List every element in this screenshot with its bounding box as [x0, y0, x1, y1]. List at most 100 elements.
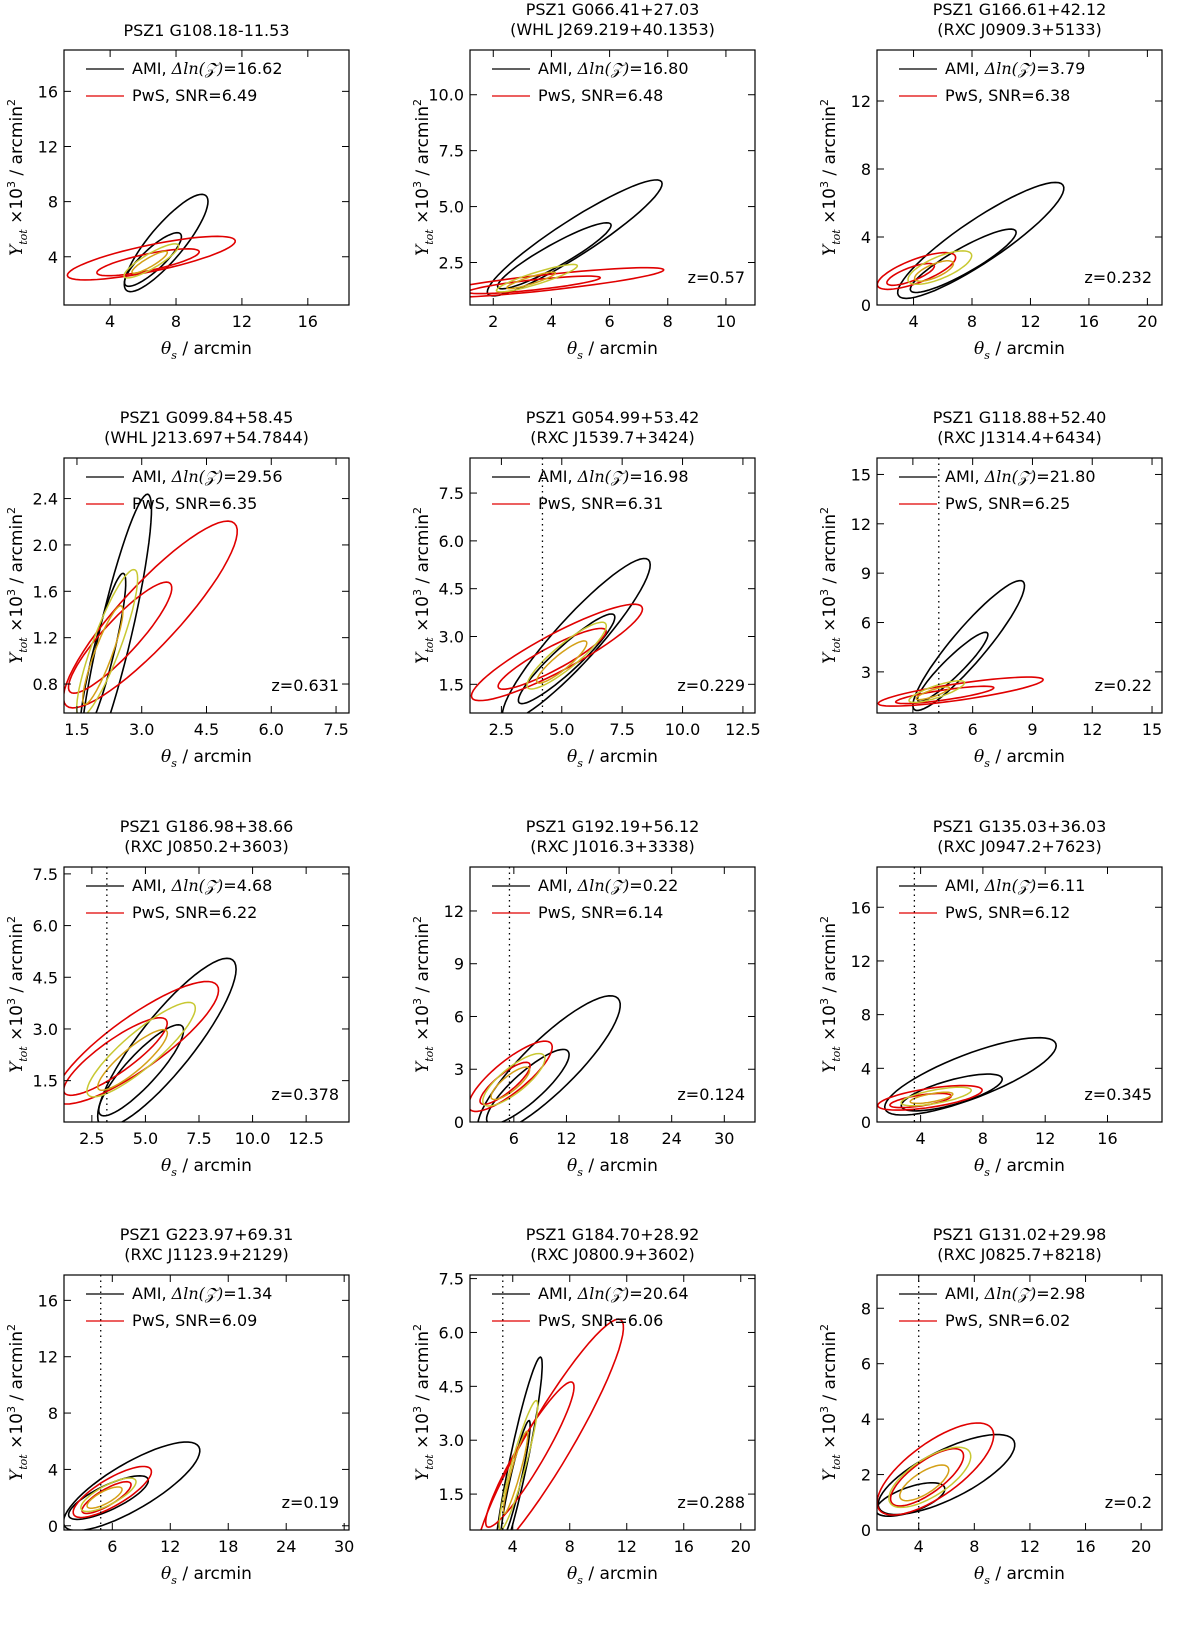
x-tick-label: 12: [1020, 312, 1040, 331]
x-axis-symbol: θ: [161, 1564, 171, 1584]
joint-contour: [82, 605, 124, 706]
y-axis-subscript: tot: [423, 1046, 436, 1062]
x-axis-symbol: θ: [161, 747, 171, 767]
pws-contour: [484, 1381, 575, 1529]
redshift-label: z=0.22: [1095, 676, 1152, 695]
y-axis-subscript: tot: [830, 1454, 843, 1470]
y-axis-unit-exponent: 2: [5, 99, 18, 106]
axes-frame: [876, 1274, 1163, 1531]
panel-title-line: (RXC J1016.3+3338): [530, 837, 694, 856]
legend-ami-value: =21.80: [1036, 467, 1095, 486]
pws-contour: [470, 266, 665, 298]
x-axis-symbol: θ: [567, 1564, 577, 1584]
x-axis-label: θs / arcmin: [161, 339, 252, 362]
panel-title-line: PSZ1 G108.18-11.53: [124, 21, 290, 40]
x-tick-label: 8: [978, 1129, 988, 1148]
y-axis-multiplier: ×10: [7, 1413, 27, 1454]
ami-contour: [496, 221, 612, 290]
x-axis-unit: / arcmin: [990, 339, 1065, 359]
legend-ami-text: AMI,: [945, 1284, 985, 1303]
legend-ami-label: AMI, Δln(𝒵)=16.62: [132, 59, 283, 78]
legend-ami-value: =16.62: [223, 59, 282, 78]
x-tick-label: 4: [508, 1537, 518, 1556]
x-tick-label: 12: [1020, 1537, 1040, 1556]
redshift-label: z=0.232: [1084, 268, 1152, 287]
x-axis-symbol: θ: [974, 339, 984, 359]
y-axis-exponent: 3: [818, 589, 831, 596]
legend-ami-stat: Δln(𝒵): [984, 59, 1037, 78]
y-tick-label: 7.5: [439, 1270, 464, 1289]
legend-ami-stat: Δln(𝒵): [984, 467, 1037, 486]
y-tick-label: 16: [38, 1291, 58, 1310]
legend-pws-label: PwS, SNR=6.25: [945, 494, 1070, 513]
joint-contour: [86, 1486, 123, 1509]
y-axis-subscript: tot: [17, 1046, 30, 1062]
x-tick-label: 1.5: [64, 720, 89, 739]
legend-pws-label: PwS, SNR=6.48: [538, 86, 663, 105]
y-tick-label: 15: [851, 465, 871, 484]
joint-contour: [909, 1091, 954, 1105]
pws-contour: [81, 1480, 132, 1515]
x-tick-label: 10: [716, 312, 736, 331]
x-axis-subscript: s: [577, 1574, 583, 1587]
y-axis-unit: / arcmin: [7, 923, 27, 998]
y-axis-label: Ytot ×103 / arcmin2: [5, 916, 30, 1073]
legend-pws-label: PwS, SNR=6.06: [538, 1311, 663, 1330]
y-tick-label: 3.0: [439, 628, 464, 647]
x-axis-subscript: s: [171, 1166, 177, 1179]
joint-contour: [888, 1446, 972, 1509]
panel-10: PSZ1 G223.97+69.31(RXC J1123.9+2129) 6 12 1…: [5, 1225, 354, 1587]
ami-contour: [909, 228, 1017, 294]
pws-contour: [877, 1422, 995, 1516]
joint-contour: [907, 250, 973, 286]
legend-ami-label: AMI, Δln(𝒵)=29.56: [132, 467, 283, 486]
y-tick-label: 4.5: [439, 580, 464, 599]
x-axis-symbol: θ: [567, 747, 577, 767]
legend-ami-value: =4.68: [223, 876, 272, 895]
axes-frame: [876, 457, 1163, 714]
panel-8: PSZ1 G192.19+56.12(RXC J1016.3+3338) 6 12 1…: [411, 817, 756, 1179]
x-axis-symbol: θ: [567, 339, 577, 359]
joint-contour: [96, 1028, 169, 1092]
y-axis-unit: / arcmin: [820, 514, 840, 589]
panel-title-line: (WHL J213.697+54.7844): [104, 428, 309, 447]
x-axis-unit: / arcmin: [177, 1564, 252, 1584]
joint-contour: [908, 680, 966, 704]
x-tick-label: 4.5: [194, 720, 219, 739]
x-tick-label: 6: [604, 312, 614, 331]
joint-contour: [86, 1001, 197, 1098]
panel-5: PSZ1 G054.99+53.42(RXC J1539.7+3424) 2.5 5…: [411, 408, 761, 770]
y-axis-label: Ytot ×103 / arcmin2: [5, 99, 30, 256]
joint-contour: [75, 568, 139, 713]
x-tick-label: 8: [969, 1537, 979, 1556]
legend-ami-label: AMI, Δln(𝒵)=0.22: [538, 876, 678, 895]
y-axis-label: Ytot ×103 / arcmin2: [5, 1324, 30, 1481]
y-axis-unit-exponent: 2: [411, 1324, 424, 1331]
y-axis-unit-exponent: 2: [411, 916, 424, 923]
x-tick-label: 2.5: [489, 720, 514, 739]
legend-ami-stat: Δln(𝒵): [984, 876, 1037, 895]
pws-contour: [96, 247, 201, 277]
panel-title-line: PSZ1 G166.61+42.12: [933, 0, 1107, 19]
panel-title-line: PSZ1 G066.41+27.03: [526, 0, 700, 19]
x-axis-label: θs / arcmin: [974, 747, 1065, 770]
y-axis-exponent: 3: [818, 1406, 831, 1413]
y-tick-label: 8: [48, 1404, 58, 1423]
plot-area: [480, 1275, 625, 1530]
panel-11: PSZ1 G184.70+28.92(RXC J0800.9+3602) 4 8 12…: [411, 1225, 756, 1587]
y-axis-unit: / arcmin: [820, 106, 840, 181]
y-tick-label: 4: [861, 1059, 871, 1078]
legend-ami-label: AMI, Δln(𝒵)=4.68: [132, 876, 272, 895]
x-axis-subscript: s: [171, 757, 177, 770]
y-axis-symbol: Y: [820, 651, 840, 664]
x-tick-label: 18: [609, 1129, 629, 1148]
y-tick-label: 4: [861, 1410, 871, 1429]
pws-contour: [894, 685, 995, 705]
panel-title-line: PSZ1 G135.03+36.03: [933, 817, 1107, 836]
y-axis-unit: / arcmin: [820, 923, 840, 998]
joint-contour: [123, 243, 180, 279]
y-tick-label: 0: [454, 1113, 464, 1132]
y-axis-exponent: 3: [5, 1406, 18, 1413]
legend-pws-label: PwS, SNR=6.22: [132, 903, 257, 922]
pws-contour: [479, 1061, 531, 1106]
